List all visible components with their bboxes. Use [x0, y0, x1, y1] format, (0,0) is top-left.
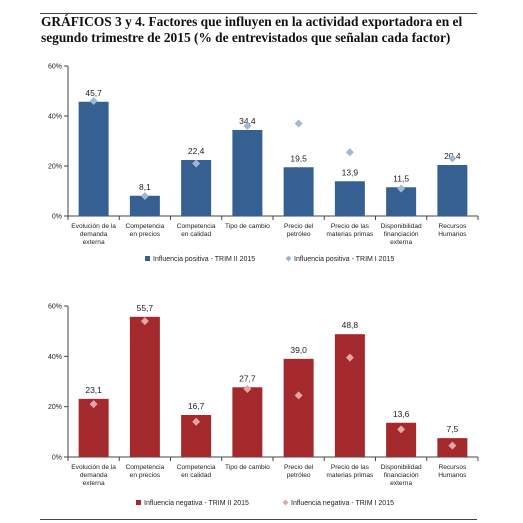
negative-category-label: demanda — [80, 472, 108, 479]
negative-data-label: 16,7 — [188, 401, 205, 411]
positive-category-label: Competencia — [125, 223, 164, 230]
positive-category-label: externa — [83, 239, 105, 246]
negative-category-label: Precio del — [284, 464, 314, 471]
negative-y-tick-label: 40% — [48, 354, 62, 361]
negative-category-label: petróleo — [287, 472, 311, 479]
figure-title: GRÁFICOS 3 y 4. Factores que influyen en… — [41, 14, 463, 45]
negative-legend-label: Influencia negativa - TRIM II 2015 — [144, 500, 249, 507]
negative-data-label: 13,6 — [393, 409, 410, 419]
negative-category-label: en calidad — [181, 472, 211, 479]
negative-category-label: materias primas — [326, 472, 374, 479]
positive-category-label: materias primas — [326, 231, 374, 238]
negative-category-label: Competencia — [177, 464, 216, 471]
negative-legend-swatch-marker — [282, 499, 289, 506]
top-rule — [40, 13, 477, 14]
negative-data-label: 55,7 — [137, 303, 154, 313]
negative-marker — [345, 353, 354, 362]
positive-legend-label: Influencia positiva - TRIM I 2015 — [294, 256, 394, 263]
positive-bar — [283, 167, 314, 216]
negative-marker — [140, 317, 149, 326]
positive-y-tick-label: 0% — [52, 214, 62, 221]
positive-marker — [345, 148, 354, 157]
negative-data-label: 23,1 — [85, 385, 102, 395]
negative-marker — [397, 425, 406, 434]
positive-marker — [294, 119, 303, 128]
negative-category-label: Evolución de la — [71, 464, 116, 471]
positive-data-label: 11,5 — [393, 173, 409, 183]
positive-category-label: financiación — [384, 231, 419, 238]
negative-category-label: Tipo de cambio — [225, 464, 270, 471]
negative-data-label: 39,0 — [290, 345, 307, 355]
negative-category-label: externa — [390, 480, 412, 487]
positive-y-tick-label: 60% — [48, 64, 62, 71]
negative-category-label: Precio de las — [331, 464, 370, 471]
positive-category-label: Disponibilidad — [381, 223, 422, 230]
negative-category-label: Competencia — [125, 464, 164, 471]
negative-bar — [232, 387, 263, 457]
positive-category-label: petróleo — [287, 231, 311, 238]
positive-bar — [334, 181, 365, 216]
positive-category-label: Precio de las — [331, 223, 370, 230]
positive-bar — [78, 101, 109, 216]
positive-marker — [192, 159, 201, 168]
positive-category-label: en precios — [130, 231, 161, 238]
positive-category-label: Precio del — [284, 223, 314, 230]
negative-data-label: 7,5 — [446, 424, 458, 434]
positive-category-label: Evolución de la — [71, 223, 116, 230]
negative-y-tick-label: 60% — [48, 304, 62, 311]
positive-marker — [89, 97, 98, 105]
negative-category-label: financiación — [384, 472, 419, 479]
positive-legend-label: Influencia positiva - TRIM II 2015 — [153, 256, 255, 263]
positive-category-label: Humanos — [438, 231, 467, 238]
positive-category-label: Recursos — [438, 223, 467, 230]
negative-category-label: Humanos — [438, 472, 467, 479]
negative-category-label: externa — [83, 480, 105, 487]
negative-y-tick-label: 0% — [52, 455, 62, 462]
bottom-rule — [40, 519, 477, 520]
positive-category-label: Competencia — [177, 223, 216, 230]
positive-legend-swatch-marker — [285, 255, 292, 262]
negative-category-label: Recursos — [438, 464, 467, 471]
negative-category-label: en precios — [130, 472, 161, 479]
positive-data-label: 22,4 — [188, 146, 205, 156]
positive-category-label: en calidad — [181, 231, 211, 238]
positive-y-tick-label: 40% — [48, 114, 62, 121]
positive-data-label: 45,7 — [85, 88, 102, 98]
positive-data-label: 13,9 — [342, 167, 359, 177]
negative-data-label: 48,8 — [342, 320, 359, 330]
positive-marker — [140, 192, 149, 200]
negative-marker — [243, 385, 252, 394]
positive-y-tick-label: 20% — [48, 164, 62, 171]
positive-bar — [129, 195, 160, 216]
negative-marker — [448, 441, 457, 450]
positive-marker — [243, 122, 252, 130]
negative-y-tick-label: 20% — [48, 404, 62, 411]
positive-bar — [232, 130, 263, 216]
positive-category-label: demanda — [80, 231, 108, 238]
positive-bar — [181, 160, 212, 216]
negative-data-label: 27,7 — [239, 373, 256, 383]
positive-data-label: 8,1 — [139, 182, 151, 192]
positive-legend-swatch-bar — [145, 256, 150, 261]
negative-legend-label: Influencia negativa - TRIM I 2015 — [291, 500, 394, 507]
positive-data-label: 19,5 — [290, 153, 307, 163]
negative-category-label: Disponibilidad — [381, 464, 422, 471]
positive-category-label: externa — [390, 239, 412, 246]
negative-bar — [283, 358, 314, 457]
negative-marker — [192, 417, 201, 426]
negative-legend-swatch-bar — [136, 500, 141, 505]
positive-category-label: Tipo de cambio — [225, 223, 270, 230]
positive-bar — [437, 165, 468, 216]
negative-bar — [129, 316, 160, 457]
negative-bar — [334, 334, 365, 457]
positive-marker — [448, 154, 457, 163]
negative-bar — [78, 398, 109, 457]
positive-data-label: 34,4 — [239, 116, 256, 126]
positive-marker — [397, 184, 406, 193]
negative-marker — [294, 391, 303, 400]
negative-marker — [89, 400, 98, 409]
